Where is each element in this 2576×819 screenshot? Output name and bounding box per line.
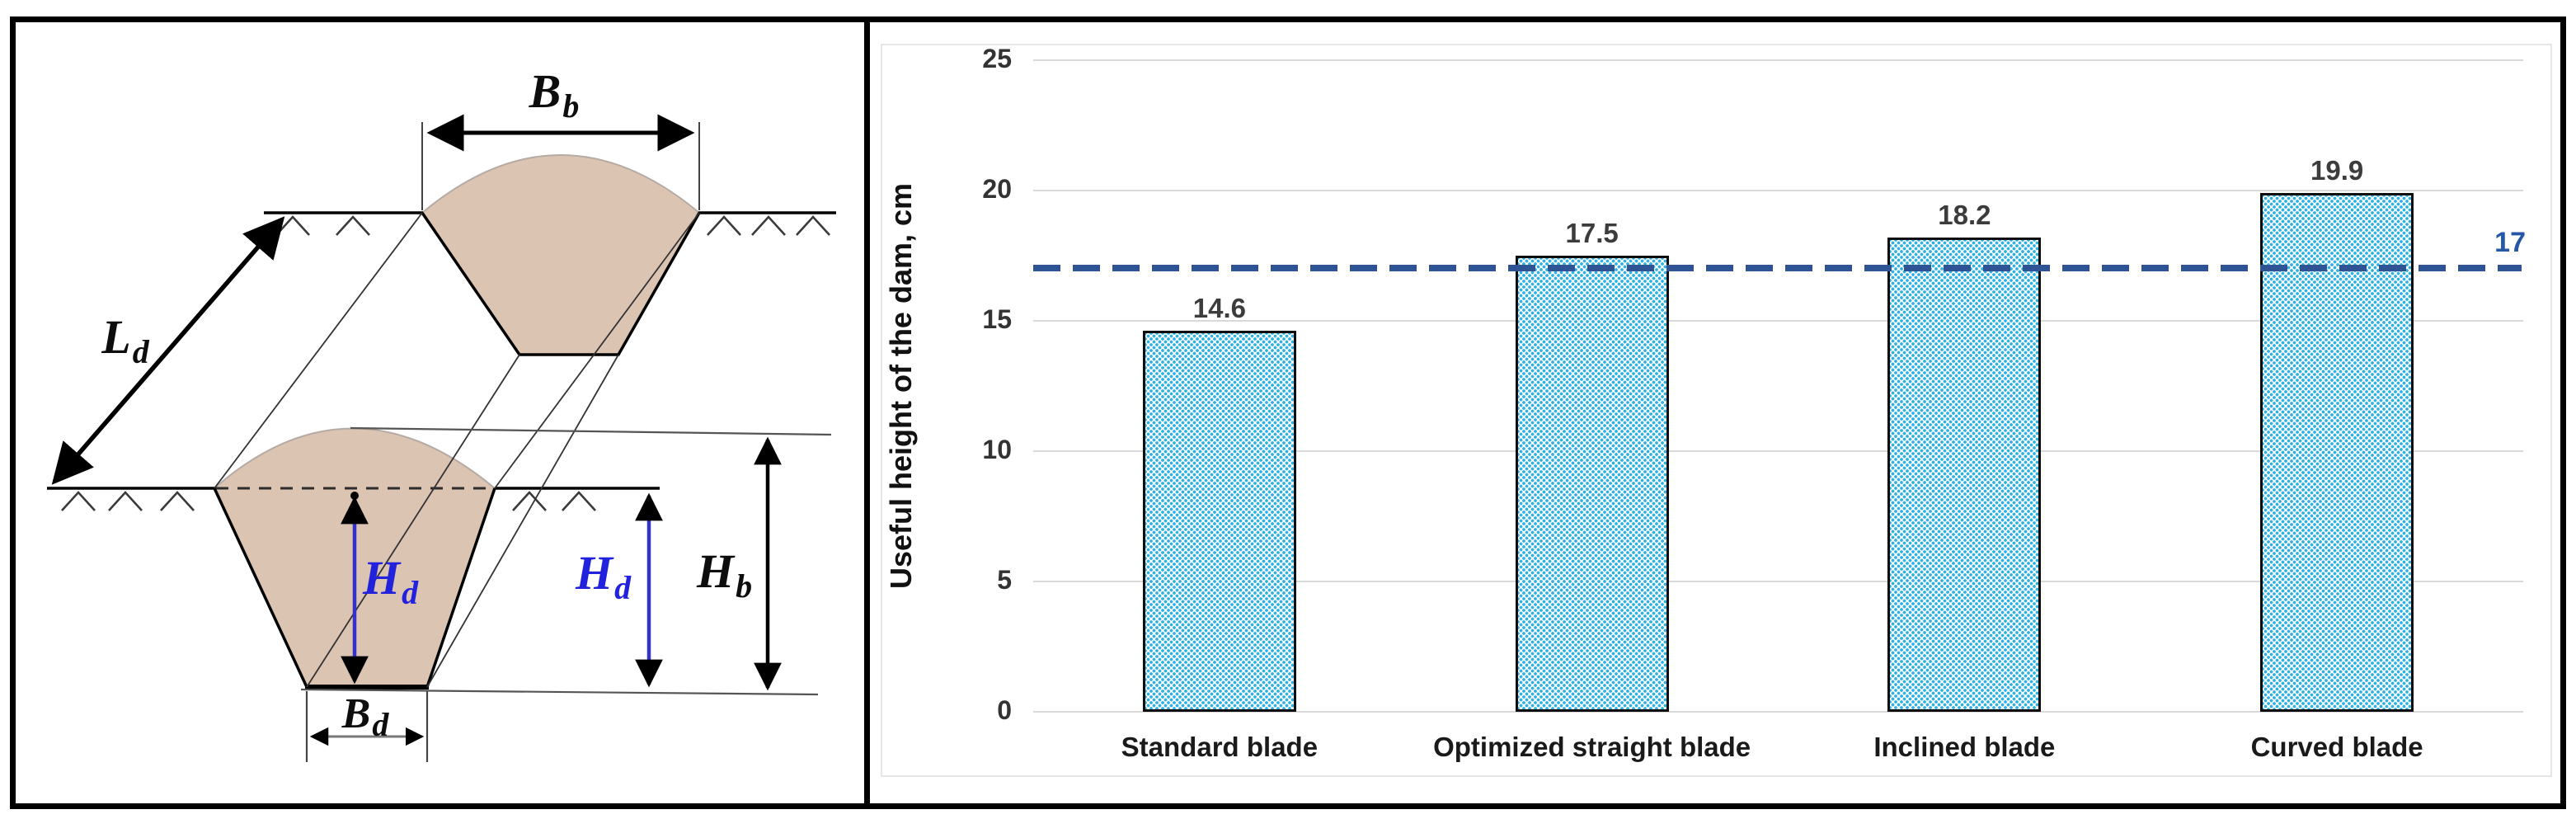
gridline bbox=[1033, 189, 2523, 191]
y-tick-label: 25 bbox=[982, 43, 1012, 73]
furrow-bottom-reference-line bbox=[300, 688, 819, 696]
bar-data-label: 19.9 bbox=[2310, 154, 2364, 186]
target-reference-label: 17 bbox=[2494, 227, 2526, 258]
rear-dam-outline bbox=[421, 212, 701, 356]
soil-hatch-front bbox=[61, 491, 596, 511]
bar-data-label: 14.6 bbox=[1192, 293, 1246, 324]
furrow-edge-lines bbox=[214, 212, 700, 688]
bar-2 bbox=[1515, 255, 1669, 712]
ld-label: Ld bbox=[101, 310, 149, 370]
x-category-label: Curved blade bbox=[2250, 732, 2423, 762]
dam-schematic-diagram: Bb Ld Hd Hd bbox=[47, 64, 836, 762]
x-category-label: Standard blade bbox=[1121, 732, 1319, 762]
rear-dam-body bbox=[422, 155, 699, 355]
gridline bbox=[1033, 450, 2523, 452]
crest-level-reference-line bbox=[350, 426, 832, 436]
ld-dimension-arrow bbox=[51, 216, 285, 485]
bar-chart-panel: Useful height of the dam, cm 0 5 10 15 20 25 1… bbox=[870, 22, 2560, 803]
hd-front-label: Hd bbox=[362, 551, 419, 611]
y-tick-label: 5 bbox=[997, 564, 1012, 595]
y-tick-label: 20 bbox=[982, 173, 1012, 204]
chart-area-border bbox=[881, 44, 2552, 777]
hd-mid-label: Hd bbox=[575, 546, 632, 606]
hb-label: Hb bbox=[696, 544, 752, 605]
bar-4 bbox=[2260, 192, 2414, 712]
rear-dam-crest-arc bbox=[421, 154, 700, 214]
target-reference-line bbox=[1033, 265, 2522, 272]
bar-data-label: 17.5 bbox=[1565, 217, 1619, 248]
gridline bbox=[1033, 580, 2523, 582]
y-tick-label: 10 bbox=[982, 434, 1012, 464]
x-category-label: Inclined blade bbox=[1873, 732, 2056, 762]
gridline bbox=[1033, 319, 2523, 322]
gridline bbox=[1033, 59, 2523, 61]
y-tick-label: 15 bbox=[982, 304, 1012, 334]
gridline bbox=[1033, 711, 2523, 713]
bar-1 bbox=[1142, 331, 1296, 712]
bd-label: Bd bbox=[341, 690, 390, 743]
figure-border bbox=[10, 16, 2566, 809]
bb-label: Bb bbox=[529, 64, 580, 125]
x-category-label: Optimized straight blade bbox=[1433, 732, 1751, 762]
y-tick-label: 0 bbox=[997, 695, 1012, 725]
bar-3 bbox=[1887, 237, 2042, 712]
panel-divider bbox=[864, 16, 870, 809]
bar-data-label: 18.2 bbox=[1938, 199, 1991, 230]
